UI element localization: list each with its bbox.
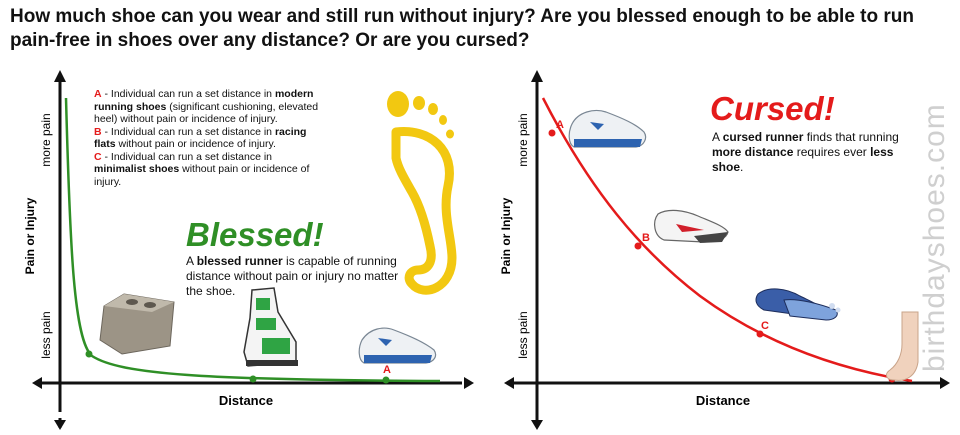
cursed-desc-3: requires ever — [793, 145, 871, 159]
cursed-desc-2: finds that running — [803, 130, 899, 144]
left-y-bottom-label: less pain — [39, 311, 53, 358]
ski-boot-icon — [243, 287, 298, 367]
legend-letter-c: C — [94, 150, 102, 163]
right-x-axis-label: Distance — [696, 393, 750, 408]
toe-shoe-icon — [755, 288, 841, 321]
cursed-point-a — [548, 129, 556, 137]
bare-foot-icon — [886, 311, 919, 381]
legend-bold-a: modern running shoes — [94, 88, 314, 113]
running-shoe-icon — [358, 327, 437, 364]
legend-letter-b: B — [94, 125, 102, 138]
legend-after-b: without pain or incidence of injury. — [115, 138, 276, 150]
cursed-point-b-label: B — [642, 232, 650, 244]
right-y-top-label: more pain — [516, 113, 530, 166]
watermark: birthdayshoes.com — [918, 103, 951, 372]
blessed-point-a-label: A — [383, 364, 391, 376]
cursed-desc-bold-1: cursed runner — [722, 130, 804, 144]
legend-text-a: - Individual can run a set distance in — [101, 88, 275, 100]
legend-after-c: without pain or incidence of injury. — [94, 163, 310, 188]
right-x-axis-right-arrow — [940, 377, 950, 389]
blessed-description: A blessed runner is capable of running d… — [186, 254, 401, 299]
brick-icon — [99, 293, 175, 355]
left-y-axis-down-arrow — [54, 420, 66, 430]
cursed-description: A cursed runner finds that running more … — [712, 130, 902, 175]
cursed-desc-bold-3: less shoe — [712, 145, 894, 174]
cursed-point-a-label: A — [556, 119, 564, 131]
legend-item-b: B - Individual can run a set distance in… — [94, 126, 324, 151]
right-y-axis-up-arrow — [531, 70, 543, 82]
cursed-point-c-label: C — [761, 320, 769, 332]
legend-item-c: C - Individual can run a set distance in… — [94, 151, 324, 189]
right-y-bottom-label: less pain — [516, 311, 530, 358]
shoe-legend: A - Individual can run a set distance in… — [94, 88, 324, 188]
cursed-heading: Cursed! — [710, 90, 835, 127]
legend-bold-b: racing flats — [94, 125, 307, 151]
running-shoe-icon — [568, 109, 647, 148]
blessed-desc-start: A — [186, 254, 197, 268]
cursed-point-b — [634, 242, 642, 250]
legend-after-a: (significant cushioning, elevated heel) … — [94, 100, 319, 126]
legend-item-a: A - Individual can run a set distance in… — [94, 88, 324, 126]
blessed-desc-end: is capable of running distance without p… — [186, 254, 399, 298]
blessed-point-c — [85, 350, 93, 358]
left-y-axis-label: Pain or Injury — [23, 197, 37, 274]
cursed-curve — [541, 97, 913, 383]
legend-text-b: - Individual can run a set distance in — [101, 125, 275, 138]
right-x-axis-left-arrow — [504, 377, 514, 389]
cursed-desc-1: A — [712, 130, 723, 144]
blessed-desc-bold: blessed runner — [196, 254, 283, 268]
blessed-point-b — [249, 375, 257, 383]
headline: How much shoe can you wear and still run… — [10, 6, 915, 51]
right-y-axis-label: Pain or Injury — [499, 197, 513, 274]
right-y-axis-down-arrow — [531, 420, 543, 430]
cursed-desc-bold-2: more distance — [712, 145, 794, 159]
legend-text-c: - Individual can run a set distance in — [101, 150, 273, 163]
left-y-axis-up-arrow — [54, 70, 66, 82]
footprint-icon — [387, 91, 457, 295]
left-x-axis-label: Distance — [219, 393, 273, 408]
cursed-point-c — [756, 330, 764, 338]
left-x-axis-left-arrow — [32, 377, 42, 389]
left-x-axis-right-arrow — [464, 377, 474, 389]
legend-letter-a: A — [94, 88, 102, 100]
left-y-top-label: more pain — [39, 113, 53, 166]
racing-flat-icon — [654, 209, 729, 243]
cursed-desc-4: . — [740, 160, 744, 174]
blessed-curve — [64, 97, 441, 383]
blessed-point-a — [382, 376, 390, 384]
blessed-heading: Blessed! — [186, 216, 324, 253]
legend-bold-c: minimalist shoes — [94, 163, 180, 175]
